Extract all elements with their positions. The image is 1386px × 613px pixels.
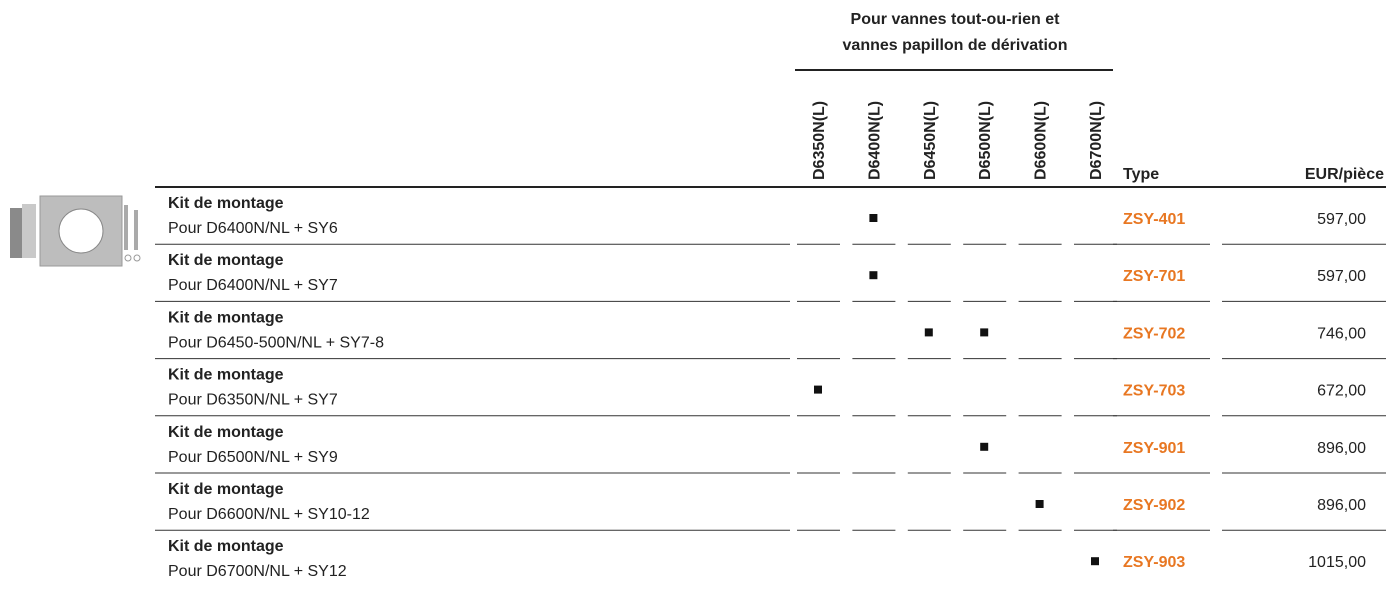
column-heading: D6700N(L) [1088,101,1105,180]
row-title: Kit de montage [168,424,284,441]
type-code: ZSY-702 [1123,325,1185,342]
check-mark [869,214,878,222]
type-code: ZSY-902 [1123,497,1185,514]
price-heading: EUR/pièce [1305,166,1384,183]
group-heading: vannes papillon de dérivation [843,37,1068,54]
row-subtitle: Pour D6400N/NL + SY7 [168,277,338,294]
row-subtitle: Pour D6700N/NL + SY12 [168,563,347,580]
row-title: Kit de montage [168,195,284,212]
check-mark [1035,500,1044,508]
row-subtitle: Pour D6400N/NL + SY6 [168,220,338,237]
check-mark [980,328,989,337]
column-heading: D6400N(L) [866,101,883,180]
type-code: ZSY-701 [1123,268,1185,285]
column-heading: D6450N(L) [922,101,939,180]
column-heading: D6350N(L) [811,101,828,180]
price: 597,00 [1317,211,1366,228]
check-mark [924,328,933,337]
check-mark [869,271,878,280]
row-subtitle: Pour D6500N/NL + SY9 [168,449,338,466]
type-code: ZSY-903 [1123,554,1185,571]
check-mark [814,385,822,394]
column-heading: D6600N(L) [1033,101,1050,180]
product-image [10,195,141,267]
price: 896,00 [1317,497,1366,514]
price: 672,00 [1317,383,1366,400]
row-subtitle: Pour D6350N/NL + SY7 [168,392,338,409]
price: 1015,00 [1308,554,1366,571]
price: 896,00 [1317,440,1366,457]
row-title: Kit de montage [168,252,284,269]
row-title: Kit de montage [168,538,284,555]
type-heading: Type [1123,166,1159,183]
row-title: Kit de montage [168,481,284,498]
check-mark [1091,557,1099,566]
price: 746,00 [1317,325,1366,342]
row-subtitle: Pour D6450-500N/NL + SY7-8 [168,334,384,351]
row-title: Kit de montage [168,367,284,384]
type-code: ZSY-901 [1123,440,1185,457]
row-title: Kit de montage [168,309,284,326]
price: 597,00 [1317,268,1366,285]
type-code: ZSY-401 [1123,211,1185,228]
column-heading: D6500N(L) [977,101,994,180]
type-code: ZSY-703 [1123,383,1185,400]
check-mark [980,442,989,451]
row-subtitle: Pour D6600N/NL + SY10-12 [168,506,370,523]
group-heading: Pour vannes tout-ou-rien et [851,11,1061,28]
